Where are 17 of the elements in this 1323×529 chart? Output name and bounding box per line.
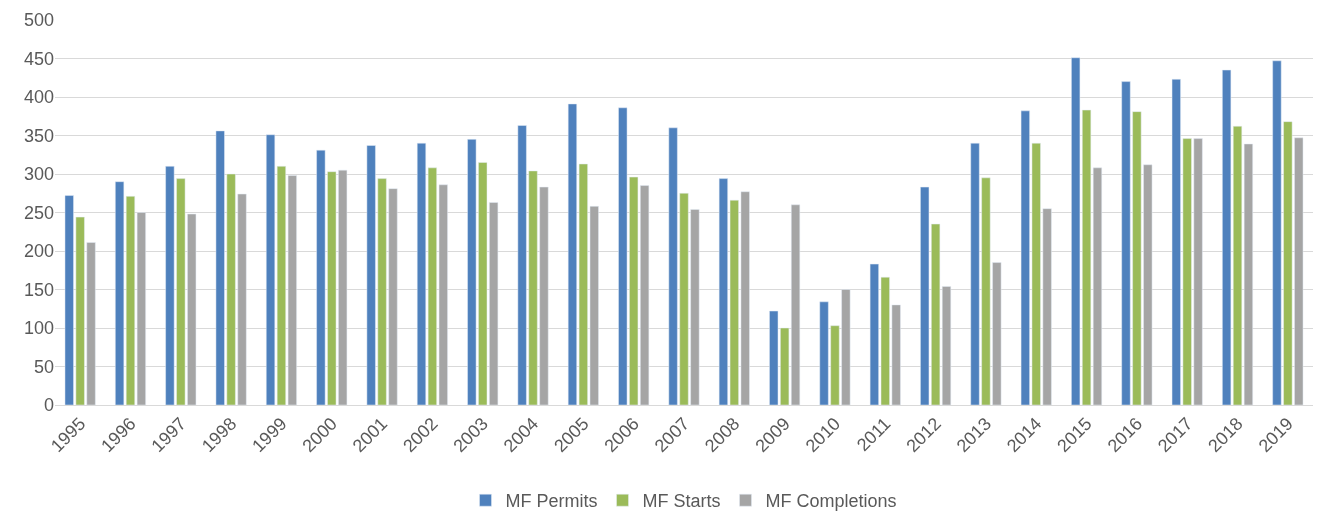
y-tick-label: 500 bbox=[23, 10, 54, 31]
legend-label: MF Permits bbox=[505, 491, 598, 512]
y-tick-label: 400 bbox=[23, 87, 54, 108]
y-tick-label: 0 bbox=[43, 395, 54, 416]
bar bbox=[1092, 167, 1102, 405]
y-tick-label: 100 bbox=[23, 318, 54, 339]
y-tick-label: 50 bbox=[33, 356, 54, 377]
y-tick-label: 300 bbox=[23, 164, 54, 185]
y-tick-label: 250 bbox=[23, 202, 54, 223]
y-tick-label: 150 bbox=[23, 279, 54, 300]
legend-label: MF Completions bbox=[765, 491, 897, 512]
legend-label: MF Starts bbox=[642, 491, 721, 512]
y-tick-label: 450 bbox=[23, 48, 54, 69]
bar bbox=[266, 134, 276, 405]
y-tick-label: 350 bbox=[23, 125, 54, 146]
bar bbox=[1243, 143, 1253, 405]
y-tick-label: 200 bbox=[23, 241, 54, 262]
